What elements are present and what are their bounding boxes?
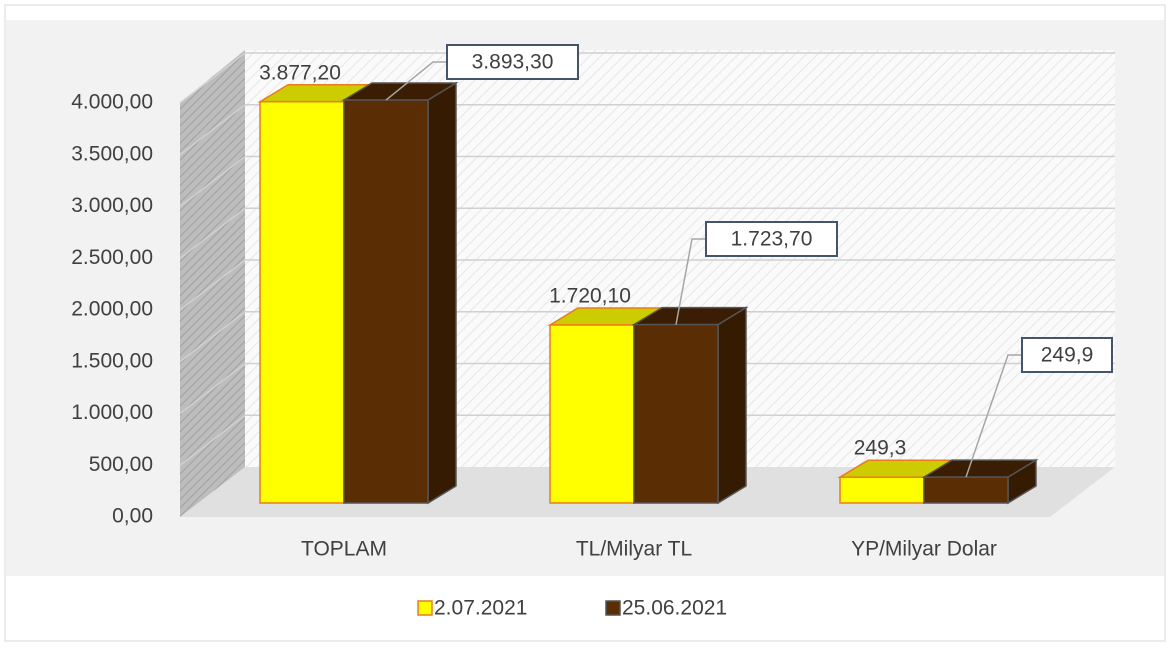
x-tick-label: TL/Milyar TL bbox=[576, 538, 692, 561]
data-label-box bbox=[1021, 337, 1113, 373]
data-label: 1.723,70 bbox=[731, 228, 813, 251]
y-tick-label: 500,00 bbox=[89, 453, 153, 476]
x-tick-label: TOPLAM bbox=[301, 538, 387, 561]
grid-line bbox=[179, 362, 1115, 415]
grid-line bbox=[179, 414, 1115, 466]
bar bbox=[839, 476, 925, 504]
bar bbox=[923, 476, 1009, 504]
y-tick-label: 1.000,00 bbox=[71, 401, 153, 424]
grid-line bbox=[179, 104, 1115, 156]
y-tick-label: 4.000,00 bbox=[71, 91, 153, 114]
grid-line bbox=[179, 207, 1115, 259]
bar-side bbox=[427, 81, 457, 505]
leader-line bbox=[385, 61, 447, 101]
legend-swatch bbox=[417, 600, 433, 616]
bar bbox=[343, 99, 429, 504]
bar bbox=[549, 324, 635, 504]
legend-label: 25.06.2021 bbox=[622, 597, 727, 620]
data-label: 3.893,30 bbox=[472, 51, 554, 74]
bar bbox=[633, 323, 719, 504]
legend-swatch bbox=[605, 600, 621, 616]
y-tick-label: 2.500,00 bbox=[71, 246, 153, 269]
y-tick-label: 1.500,00 bbox=[71, 349, 153, 372]
grid-line bbox=[179, 155, 1115, 208]
y-tick-label: 3.500,00 bbox=[71, 142, 153, 165]
bar-side bbox=[717, 306, 747, 505]
grid-line bbox=[179, 259, 1115, 311]
y-tick-label: 2.000,00 bbox=[71, 298, 153, 321]
side-wall bbox=[180, 50, 245, 517]
data-label-box bbox=[705, 221, 838, 257]
data-label-box bbox=[446, 44, 579, 80]
y-tick-label: 0,00 bbox=[112, 505, 153, 528]
grid-line bbox=[179, 311, 1115, 363]
leader-line bbox=[675, 238, 706, 325]
bar bbox=[259, 100, 345, 504]
grid-line bbox=[179, 52, 1115, 104]
data-label: 1.720,10 bbox=[549, 285, 631, 308]
legend-label: 2.07.2021 bbox=[434, 597, 527, 620]
data-label: 249,3 bbox=[854, 437, 907, 460]
data-label: 3.877,20 bbox=[259, 61, 341, 84]
x-tick-label: YP/Milyar Dolar bbox=[851, 538, 997, 561]
leader-line bbox=[965, 354, 1022, 478]
y-tick-label: 3.000,00 bbox=[71, 194, 153, 217]
data-label: 249,9 bbox=[1041, 344, 1094, 367]
